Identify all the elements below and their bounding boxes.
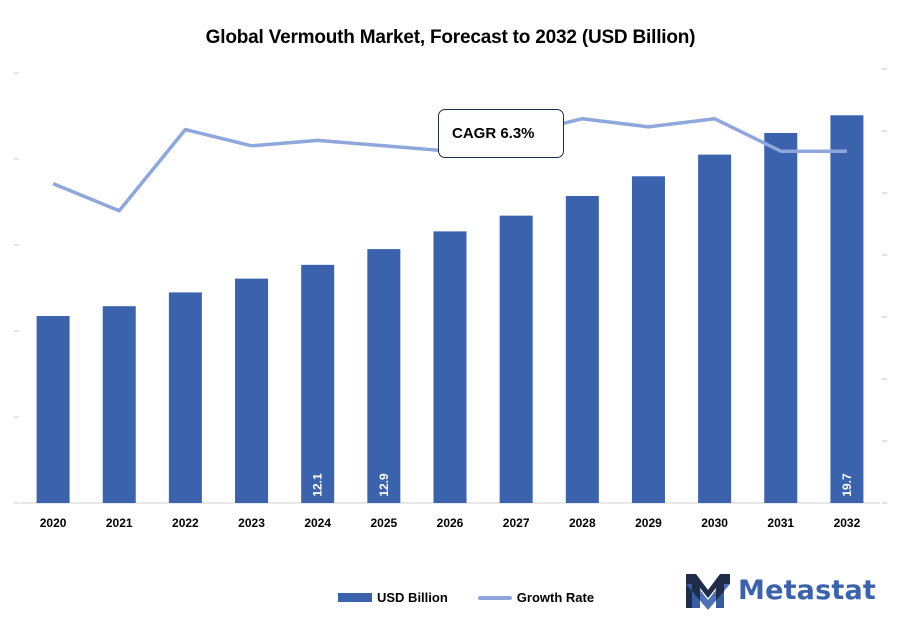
bar-2022 [168,292,202,503]
x-tick-labels: 2020 2021 2022 2023 2024 2025 2026 2027 2028 2029… [40,516,861,530]
x-tick-2032: 2032 [834,516,861,530]
x-tick-2026: 2026 [437,516,464,530]
x-tick-2025: 2025 [370,516,397,530]
legend-label-growth: Growth Rate [516,590,595,605]
x-tick-2031: 2031 [767,516,794,530]
x-tick-2028: 2028 [569,516,596,530]
chart-title: Global Vermouth Market, Forecast to 2032… [205,27,696,48]
bar-2031 [764,132,798,503]
legend-label-usd: USD Billion [377,590,448,605]
brand-name: Metastat [738,574,877,606]
bar-2027 [499,215,533,504]
bar-2020 [36,316,70,503]
metastat-logo-icon [686,574,730,610]
bar-2024 [301,264,335,503]
bar-2023 [235,278,269,503]
x-tick-2024: 2024 [304,516,331,530]
x-tick-2022: 2022 [172,516,199,530]
bar-2026 [433,231,467,503]
cagr-annotation: CAGR 6.3% [438,109,564,158]
bar-2030 [698,154,732,503]
legend-line-swatch [477,595,512,600]
x-tick-2021: 2021 [106,516,133,530]
legend-item-growth: Growth Rate [477,590,595,605]
bar-series [36,115,864,504]
bar-2029 [631,176,665,504]
x-tick-2027: 2027 [503,516,530,530]
data-label-2032: 19.7 [840,473,854,497]
legend: USD Billion Growth Rate [338,590,624,605]
x-tick-2020: 2020 [40,516,67,530]
data-label-2024: 12.1 [311,473,325,497]
legend-item-usd: USD Billion [338,590,448,605]
data-label-2025: 12.9 [377,473,391,497]
data-labels: 12.1 12.9 19.7 [311,473,854,497]
x-tick-2023: 2023 [238,516,265,530]
bar-2021 [102,306,136,503]
brand-logo: Metastat [684,570,876,610]
bar-2025 [367,249,401,503]
legend-bar-swatch [338,593,372,602]
cagr-text: CAGR 6.3% [452,125,535,142]
x-tick-2029: 2029 [635,516,662,530]
x-tick-2030: 2030 [701,516,728,530]
bar-2032 [830,115,864,503]
bar-2028 [565,195,599,504]
